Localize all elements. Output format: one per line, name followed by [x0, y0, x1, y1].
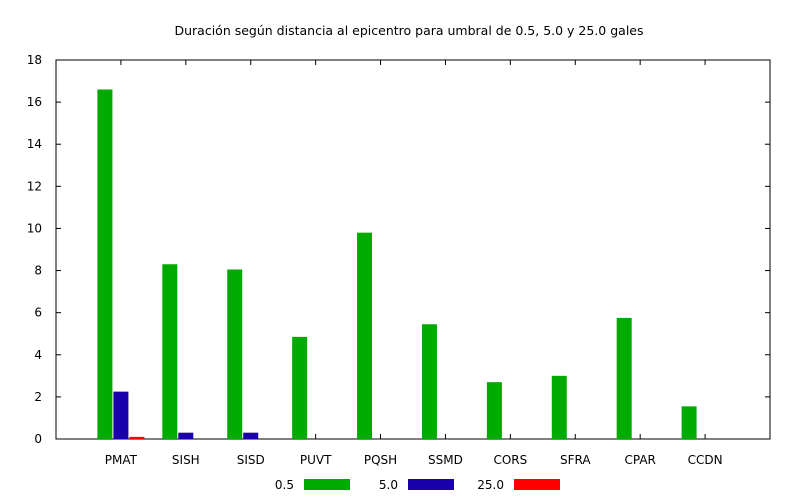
- y-tick-label: 0: [34, 432, 42, 446]
- x-tick-label: PUVT: [300, 453, 332, 467]
- y-tick-label: 12: [27, 179, 42, 193]
- x-tick-label: PMAT: [105, 453, 138, 467]
- y-tick-label: 16: [27, 95, 42, 109]
- x-tick-label: SSMD: [428, 453, 463, 467]
- legend-label: 0.5: [275, 478, 294, 492]
- legend-label: 25.0: [477, 478, 504, 492]
- y-tick-label: 4: [34, 348, 42, 362]
- bar-pmat-series-1: [97, 89, 113, 439]
- chart-title: Duración según distancia al epicentro pa…: [174, 23, 643, 38]
- bar-pmat-series-2: [113, 391, 129, 439]
- x-axis: PMAT SISH SISD PUVT PQSH SSMD CORS SFRA CPAR CCDN: [105, 60, 723, 467]
- bar-ccdn-series-1: [681, 406, 697, 439]
- plot-frame: [55, 59, 771, 440]
- x-tick-label: PQSH: [364, 453, 397, 467]
- y-tick-label: 2: [34, 390, 42, 404]
- bar-sish-series-2: [178, 432, 194, 439]
- y-tick-label: 6: [34, 306, 42, 320]
- x-tick-label: CORS: [493, 453, 527, 467]
- bar-cpar-series-1: [616, 317, 632, 439]
- legend: 0.5 5.0 25.0: [275, 478, 560, 492]
- bar-pmat-series-3: [129, 436, 145, 439]
- bar-sisd-series-2: [243, 432, 259, 439]
- y-axis: 0 2 4 6 8 10 12 14 16 18: [27, 53, 770, 446]
- legend-label: 5.0: [379, 478, 398, 492]
- legend-swatch: [304, 479, 350, 490]
- bar-sisd-series-1: [227, 269, 243, 439]
- x-tick-label: CPAR: [624, 453, 655, 467]
- bars: [97, 89, 697, 439]
- bar-pqsh-series-1: [357, 232, 373, 439]
- y-tick-label: 10: [27, 221, 42, 235]
- x-tick-label: CCDN: [688, 453, 723, 467]
- legend-swatch: [408, 479, 454, 490]
- bar-sish-series-1: [162, 264, 178, 439]
- x-tick-label: SFRA: [560, 453, 591, 467]
- x-tick-label: SISD: [237, 453, 265, 467]
- bar-ssmd-series-1: [421, 324, 437, 439]
- y-tick-label: 18: [27, 53, 42, 67]
- bar-sfra-series-1: [551, 375, 567, 439]
- x-tick-label: SISH: [172, 453, 200, 467]
- y-tick-label: 8: [34, 264, 42, 278]
- bar-cors-series-1: [486, 382, 502, 439]
- y-tick-label: 14: [27, 137, 42, 151]
- bar-puvt-series-1: [292, 336, 308, 439]
- legend-swatch: [514, 479, 560, 490]
